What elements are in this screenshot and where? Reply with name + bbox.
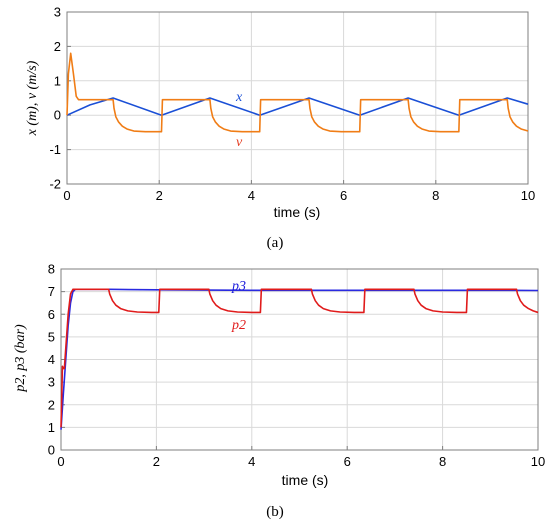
series-line-v [66,52,529,133]
y-tick-label: 2 [48,397,55,412]
y-tick-label: 7 [48,284,55,299]
x-tick-label: 6 [344,454,351,469]
x-tick-label: 2 [153,454,160,469]
x-axis-label-a: time (s) [274,204,321,220]
y-tick-label: 3 [54,5,61,20]
series-a [66,52,529,133]
y-tick-label: 0 [54,108,61,123]
x-tick-label: 0 [63,188,70,203]
y-tick-label: 4 [48,352,55,367]
x-tick-label: 2 [156,188,163,203]
y-tick-label: 0 [48,443,55,458]
chart-panel-a: 0 2 4 6 8 10 -2 -1 0 1 2 3 x (m), v (m/s) time (s)… [25,5,535,252]
y-tick-label: 1 [48,420,55,435]
y-tick-label: 2 [54,39,61,54]
x-ticks-b: 0 2 4 6 8 10 [57,446,545,469]
y-axis-label-a-text: x (m), v (m/s) [25,60,40,136]
caption-a: (a) [267,235,284,251]
annotation-v: v [236,135,243,150]
caption-b: (b) [266,504,284,520]
plot-frame-a [66,11,529,185]
y-tick-label: -1 [49,142,61,157]
y-tick-label: -2 [49,177,61,192]
y-tick-label: 6 [48,307,55,322]
x-tick-label: 10 [521,188,535,203]
annotation-x: x [235,90,243,105]
x-tick-label: 10 [531,454,545,469]
x-tick-label: 6 [340,188,347,203]
series-line-p2 [60,288,539,428]
x-tick-label: 8 [439,454,446,469]
y-axis-label-b-text: p2, p3 (bar) [13,324,28,393]
x-tick-label: 4 [248,454,255,469]
grid-a [67,12,528,184]
x-axis-label-b: time (s) [282,472,329,488]
series-b [60,288,539,430]
y-tick-label: 8 [48,262,55,277]
y-tick-label: 5 [48,329,55,344]
x-tick-label: 8 [432,188,439,203]
y-tick-label: 1 [54,73,61,88]
grid-b [61,269,538,450]
x-tick-label: 0 [57,454,64,469]
x-ticks-a: 0 2 4 6 8 10 [63,180,535,203]
x-tick-label: 4 [248,188,255,203]
annotation-p3: p3 [231,279,246,294]
y-ticks-b: 0 1 2 3 4 5 6 7 8 [48,262,65,458]
y-tick-label: 3 [48,375,55,390]
y-axis-label-b: p2, p3 (bar) [13,324,28,393]
annotation-p2: p2 [231,318,246,333]
y-axis-label-a: x (m), v (m/s) [25,60,40,136]
